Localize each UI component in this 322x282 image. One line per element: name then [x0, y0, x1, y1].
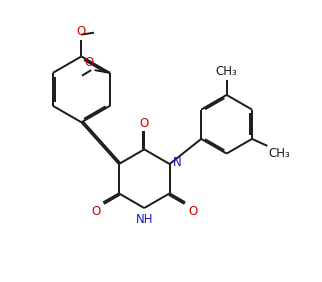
- Text: O: O: [140, 116, 149, 129]
- Text: O: O: [188, 205, 197, 218]
- Text: N: N: [172, 156, 181, 169]
- Text: CH₃: CH₃: [269, 147, 290, 160]
- Text: O: O: [84, 56, 93, 69]
- Text: O: O: [91, 205, 100, 218]
- Text: CH₃: CH₃: [216, 65, 238, 78]
- Text: O: O: [77, 25, 86, 38]
- Text: NH: NH: [136, 213, 153, 226]
